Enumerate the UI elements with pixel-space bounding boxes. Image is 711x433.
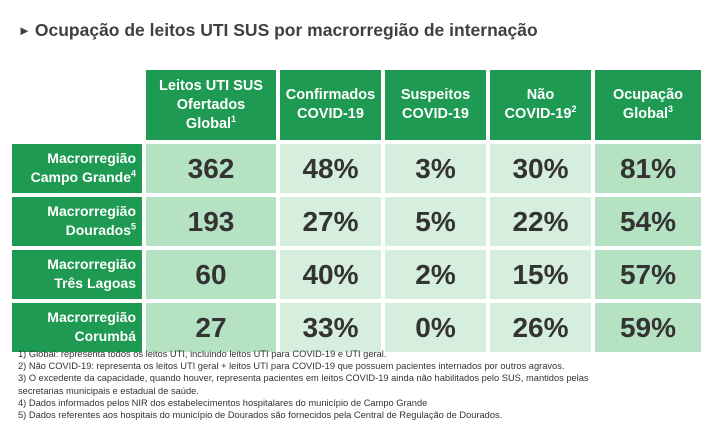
triangle-marker-icon: ► <box>18 23 31 38</box>
cell-leitos: 193 <box>146 197 276 246</box>
row-label-line: Macrorregião <box>47 256 136 272</box>
cell-ocupacao: 54% <box>595 197 701 246</box>
row-label-line: Macrorregião <box>47 150 136 166</box>
header-line: Global <box>185 115 232 132</box>
cell-leitos: 60 <box>146 250 276 299</box>
table-body: Macrorregião Campo Grande4 362 48% 3% 30%… <box>12 144 701 352</box>
cell-nao-covid: 26% <box>490 303 591 352</box>
header-line: Não <box>526 87 555 103</box>
title-text: Ocupação de leitos UTI SUS por macrorreg… <box>34 20 538 40</box>
row-label-line: Três Lagoas <box>54 274 136 293</box>
footnote-ref: 1 <box>231 113 237 124</box>
row-label: Macrorregião Campo Grande4 <box>12 144 142 193</box>
cell-confirmados: 33% <box>280 303 381 352</box>
footnote-ref: 4 <box>130 168 136 179</box>
cell-ocupacao: 59% <box>595 303 701 352</box>
footnote-ref: 3 <box>668 104 674 115</box>
cell-leitos: 362 <box>146 144 276 193</box>
row-label-line: Macrorregião <box>47 203 136 219</box>
cell-confirmados: 40% <box>280 250 381 299</box>
header-leitos-ofertados: Leitos UTI SUS Ofertados Global1 <box>146 70 276 140</box>
cell-ocupacao: 57% <box>595 250 701 299</box>
table-row: Macrorregião Três Lagoas 60 40% 2% 15% 57… <box>12 250 701 299</box>
footnote-ref: 2 <box>571 104 577 115</box>
row-label-text: Dourados <box>65 222 131 238</box>
header-ocupacao-global: Ocupação Global3 <box>595 70 701 140</box>
footnote: 1) Global: representa todos os leitos UT… <box>18 349 387 359</box>
header-line: Suspeitos <box>400 87 471 103</box>
cell-confirmados: 48% <box>280 144 381 193</box>
table-row: Macrorregião Campo Grande4 362 48% 3% 30%… <box>12 144 701 193</box>
row-label-line: Dourados5 <box>66 221 136 240</box>
row-label: Macrorregião Três Lagoas <box>12 250 142 299</box>
footnotes: 1) Global: representa todos os leitos UT… <box>18 348 708 421</box>
footnote: 4) Dados informados pelos NIR dos estabe… <box>18 397 428 408</box>
header-nao-covid: Não COVID-192 <box>490 70 591 140</box>
row-label-text: Três Lagoas <box>54 275 136 291</box>
occupancy-table: Leitos UTI SUS Ofertados Global1 Confirmad… <box>12 70 701 356</box>
row-label: Macrorregião Dourados5 <box>12 197 142 246</box>
row-label-line: Corumbá <box>75 327 136 346</box>
cell-ocupacao: 81% <box>595 144 701 193</box>
footnote: 3) O excedente da capacidade, quando hou… <box>18 373 589 384</box>
footnote: secretarias municipais e estadual de saú… <box>18 385 199 396</box>
header-line: Global <box>622 106 669 122</box>
header-line: COVID-19 <box>504 106 572 122</box>
cell-suspeitos: 0% <box>385 303 486 352</box>
cell-nao-covid: 30% <box>490 144 591 193</box>
footnote: 5) Dados referentes aos hospitais do mun… <box>18 410 503 421</box>
header-confirmados: Confirmados COVID-19 <box>280 70 381 140</box>
cell-suspeitos: 2% <box>385 250 486 299</box>
row-label: Macrorregião Corumbá <box>12 303 142 352</box>
header-line: COVID-19 <box>297 106 364 122</box>
header-line: COVID-19 <box>402 106 469 122</box>
cell-leitos: 27 <box>146 303 276 352</box>
row-label-text: Corumbá <box>74 328 136 344</box>
header-line: Ocupação <box>612 87 684 103</box>
table-row: Macrorregião Dourados5 193 27% 5% 22% 54% <box>12 197 701 246</box>
cell-confirmados: 27% <box>280 197 381 246</box>
page-title: ► Ocupação de leitos UTI SUS por macrorre… <box>18 20 538 41</box>
table-header: Leitos UTI SUS Ofertados Global1 Confirmad… <box>146 70 701 140</box>
cell-suspeitos: 5% <box>385 197 486 246</box>
header-line: Leitos UTI SUS <box>159 77 263 94</box>
row-label-text: Campo Grande <box>30 169 131 185</box>
cell-suspeitos: 3% <box>385 144 486 193</box>
table-row: Macrorregião Corumbá 27 33% 0% 26% 59% <box>12 303 701 352</box>
row-label-line: Campo Grande4 <box>31 168 136 187</box>
cell-nao-covid: 22% <box>490 197 591 246</box>
footnote: 2) Não COVID-19: representa os leitos UT… <box>18 361 565 372</box>
cell-nao-covid: 15% <box>490 250 591 299</box>
row-label-line: Macrorregião <box>47 309 136 325</box>
footnote-ref: 5 <box>130 221 136 232</box>
header-line: Ofertados <box>176 96 246 113</box>
header-line: Confirmados <box>285 87 376 103</box>
header-suspeitos: Suspeitos COVID-19 <box>385 70 486 140</box>
